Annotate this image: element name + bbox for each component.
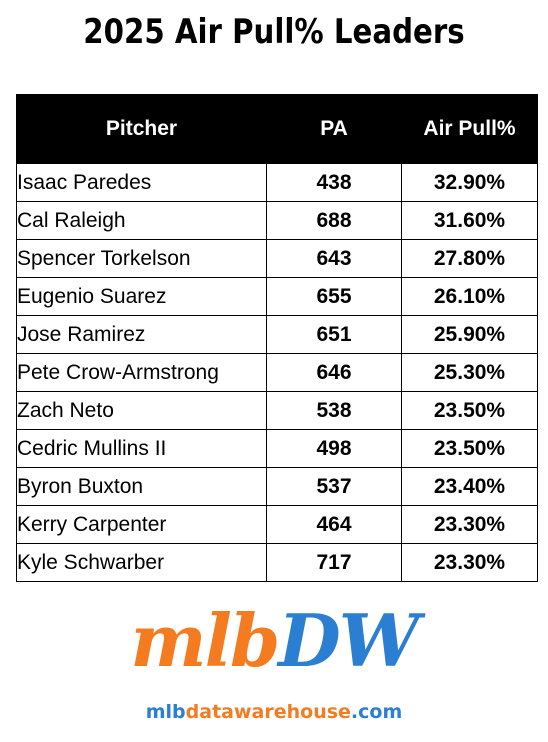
pitcher-cell: Zach Neto <box>16 391 267 430</box>
pitcher-cell: Kerry Carpenter <box>16 505 267 544</box>
table-row: Zach Neto 538 23.50% <box>16 391 538 430</box>
table-row: Cal Raleigh 688 31.60% <box>16 201 538 240</box>
pa-cell: 717 <box>266 543 402 582</box>
pitcher-cell: Pete Crow-Armstrong <box>16 353 267 392</box>
table-row: Byron Buxton 537 23.40% <box>16 467 538 506</box>
header-row: Pitcher PA Air Pull% <box>16 94 538 164</box>
air-pull-cell: 23.40% <box>401 467 538 506</box>
column-header-air-pull: Air Pull% <box>401 94 538 164</box>
air-pull-cell: 26.10% <box>401 277 538 316</box>
pa-cell: 651 <box>266 315 402 354</box>
air-pull-cell: 25.90% <box>401 315 538 354</box>
pa-cell: 655 <box>266 277 402 316</box>
pitcher-cell: Isaac Paredes <box>16 163 267 202</box>
website-url: mlbdatawarehouse.com <box>0 701 548 723</box>
air-pull-cell: 23.50% <box>401 429 538 468</box>
pa-cell: 643 <box>266 239 402 278</box>
table-row: Spencer Torkelson 643 27.80% <box>16 239 538 278</box>
table-body: Isaac Paredes 438 32.90% Cal Raleigh 688 31.6… <box>16 163 538 582</box>
table-row: Kerry Carpenter 464 23.30% <box>16 505 538 544</box>
air-pull-cell: 32.90% <box>401 163 538 202</box>
mlbdw-logo: mlbDW <box>0 598 548 684</box>
column-header-pa: PA <box>266 94 402 164</box>
table-row: Isaac Paredes 438 32.90% <box>16 163 538 202</box>
air-pull-cell: 27.80% <box>401 239 538 278</box>
pitcher-cell: Cedric Mullins II <box>16 429 267 468</box>
pitcher-cell: Cal Raleigh <box>16 201 267 240</box>
url-part-mlb: mlb <box>145 701 186 723</box>
pa-cell: 646 <box>266 353 402 392</box>
pa-cell: 538 <box>266 391 402 430</box>
table-row: Eugenio Suarez 655 26.10% <box>16 277 538 316</box>
url-part-com: .com <box>350 701 403 723</box>
logo-text-dw: DW <box>278 598 419 683</box>
leaders-table: Pitcher PA Air Pull% Isaac Paredes 438 32.… <box>16 94 538 582</box>
air-pull-cell: 31.60% <box>401 201 538 240</box>
pitcher-cell: Spencer Torkelson <box>16 239 267 278</box>
air-pull-cell: 23.30% <box>401 543 538 582</box>
pa-cell: 498 <box>266 429 402 468</box>
table-row: Pete Crow-Armstrong 646 25.30% <box>16 353 538 392</box>
pa-cell: 438 <box>266 163 402 202</box>
url-part-datawarehouse: datawarehouse <box>185 701 351 723</box>
air-pull-cell: 23.50% <box>401 391 538 430</box>
column-header-pitcher: Pitcher <box>16 94 267 164</box>
logo-text-mlb: mlb <box>130 598 280 683</box>
chart-title: 2025 Air Pull% Leaders <box>83 12 465 52</box>
pitcher-cell: Jose Ramirez <box>16 315 267 354</box>
pa-cell: 688 <box>266 201 402 240</box>
table-row: Cedric Mullins II 498 23.50% <box>16 429 538 468</box>
pitcher-cell: Byron Buxton <box>16 467 267 506</box>
table-row: Kyle Schwarber 717 23.30% <box>16 543 538 582</box>
table-row: Jose Ramirez 651 25.90% <box>16 315 538 354</box>
pitcher-cell: Eugenio Suarez <box>16 277 267 316</box>
pa-cell: 537 <box>266 467 402 506</box>
air-pull-cell: 23.30% <box>401 505 538 544</box>
pa-cell: 464 <box>266 505 402 544</box>
air-pull-cell: 25.30% <box>401 353 538 392</box>
pitcher-cell: Kyle Schwarber <box>16 543 267 582</box>
